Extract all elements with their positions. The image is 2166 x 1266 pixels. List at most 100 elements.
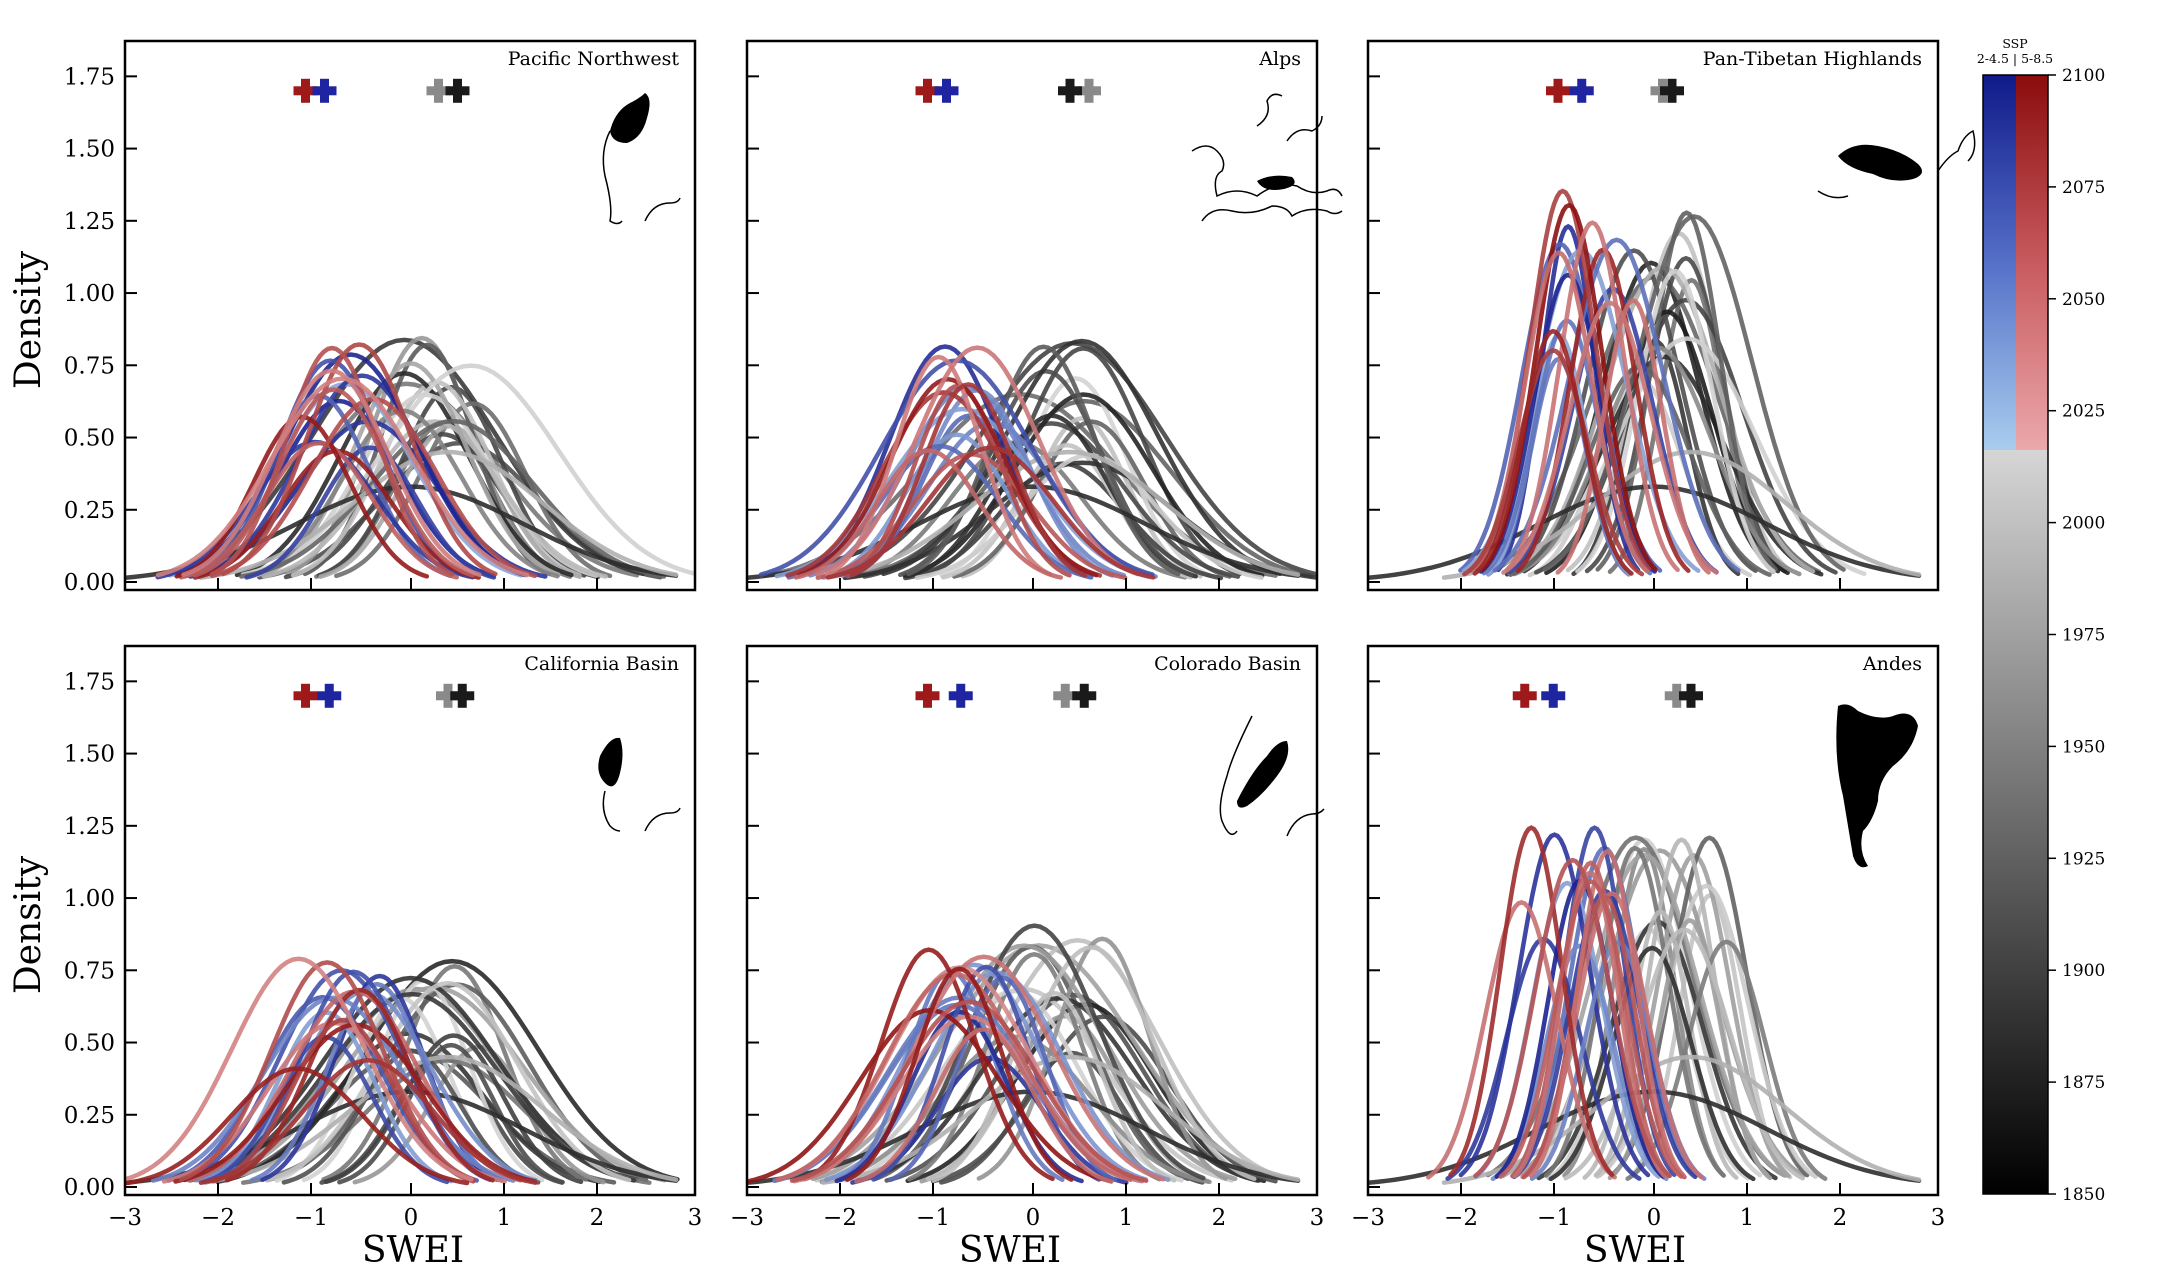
marker-historical-dark [450, 683, 475, 708]
xlabel-right: SWEI [1584, 1230, 1686, 1266]
marker-ssp245 [1569, 78, 1594, 103]
marker-historical-dark [1660, 78, 1684, 103]
ssp585-curve [1462, 348, 1645, 577]
y-tick-label: 1.75 [64, 669, 115, 695]
ylabel-top: Density [8, 250, 49, 389]
historical-curve [906, 344, 1181, 577]
ssp585-curve [178, 960, 476, 1182]
y-tick-label: 1.25 [64, 814, 115, 840]
colorbar-tick-label: 1875 [2062, 1073, 2105, 1093]
panel-title: Andes [1862, 653, 1922, 675]
x-tick-label: −2 [201, 1205, 235, 1231]
colorbar-tick-label: 1950 [2062, 737, 2105, 757]
marker-ssp585 [1546, 78, 1570, 103]
ssp585-curve [854, 1027, 1114, 1184]
ssp585-curve [1555, 298, 1711, 575]
ssp585-curve [224, 987, 495, 1183]
historical-curve [1582, 909, 1739, 1180]
ssp585-curve [802, 947, 1055, 1182]
ssp585-curve [802, 954, 1166, 1182]
marker-historical-dark [1679, 683, 1703, 708]
y-tick-label: 0.00 [64, 570, 115, 596]
colorbar-tick-label: 1900 [2062, 961, 2105, 981]
ssp585-curve [220, 342, 498, 577]
y-tick-label: 1.00 [64, 886, 115, 912]
colorbar-ssp585 [2016, 75, 2048, 450]
x-tick-label: −1 [294, 1205, 328, 1231]
marker-ssp245 [948, 683, 973, 708]
x-tick-label: −2 [823, 1205, 857, 1231]
plot-area [1368, 188, 1922, 581]
colorbar-tick-label: 1850 [2062, 1185, 2105, 1205]
ssp585-curve [1480, 202, 1658, 572]
ssp245-curve [821, 432, 1092, 580]
ssp585-curve [1501, 300, 1719, 575]
x-tick-label: 1 [497, 1205, 512, 1231]
marker-ssp245 [312, 78, 337, 103]
panel-title: Alps [1258, 48, 1301, 70]
marker-historical-light [426, 78, 451, 103]
x-tick-label: 0 [1647, 1205, 1662, 1231]
marker-historical-dark [1058, 78, 1082, 103]
pan-tibetan-map [1817, 129, 1976, 199]
panels-group: 0.00 0.25 0.50 0.75 1.00 1.25 1.50 1.75 Pacific … [64, 39, 1976, 1231]
ssp585-curve [1498, 878, 1684, 1179]
colorbar-historical [1983, 449, 2048, 1194]
x-tick-label: 3 [688, 1205, 703, 1231]
alps-map [1191, 93, 1343, 222]
ssp585-curve [844, 383, 1072, 578]
ssp585-curve [125, 1066, 470, 1186]
ylabel-bottom: Density [8, 855, 49, 994]
colorbar-tick-label: 2025 [2062, 402, 2105, 422]
colorbar: SSP 2-4.5 | 5-8.5 1850 1875 1900 1925 1950 19… [1977, 36, 2105, 1205]
xlabel-left: SWEI [362, 1230, 464, 1266]
historical-curve [240, 363, 695, 577]
historical-curve [862, 421, 1241, 579]
marker-historical-light [1077, 78, 1101, 103]
colorbar-tick-label: 2100 [2062, 66, 2105, 86]
colorbar-subtitle: 2-4.5 | 5-8.5 [1977, 51, 2053, 66]
historical-curve [820, 449, 1301, 580]
historical-curve [881, 338, 1283, 577]
ssp585-curve [789, 999, 1149, 1183]
historical-curve [810, 943, 1238, 1182]
x-tick-label: −3 [730, 1205, 764, 1231]
y-tick-label: 1.50 [64, 137, 115, 163]
colorbar-tick-label: 1975 [2062, 626, 2105, 646]
panel-title: Pacific Northwest [508, 48, 680, 70]
x-tick-label: 2 [1212, 1205, 1227, 1231]
y-tick-label: 0.25 [64, 498, 115, 524]
ssp585-curve [192, 387, 475, 578]
colorbar-tick-label: 2050 [2062, 290, 2105, 310]
ssp245-curve [244, 445, 497, 580]
y-tick-label: 0.00 [64, 1175, 115, 1201]
ssp585-curve [181, 368, 482, 578]
xlabel-middle: SWEI [959, 1230, 1061, 1266]
colorbar-tick-label: 1925 [2062, 849, 2105, 869]
axes-frame [745, 644, 1319, 1197]
ssp245-curve [1458, 832, 1651, 1178]
ssp585-curve [1473, 857, 1672, 1179]
plot-area [125, 956, 680, 1186]
marker-ssp585 [293, 78, 318, 103]
marker-ssp585 [293, 683, 318, 708]
historical-curve [234, 371, 574, 578]
marker-historical-dark [1072, 683, 1097, 708]
colorado-map [1219, 715, 1325, 837]
panel-title: Pan-Tibetan Highlands [1703, 48, 1922, 70]
panel-6: −3 −2 −1 0 1 2 3 Andes [1351, 644, 1945, 1231]
plot-area [747, 923, 1301, 1186]
andes-map [1836, 704, 1918, 868]
historical-curve [902, 392, 1265, 578]
y-tick-label: 0.25 [64, 1103, 115, 1129]
ssp585-curve [1504, 220, 1680, 573]
panel-2: Alps [745, 39, 1343, 592]
y-tick-label: 1.00 [64, 281, 115, 307]
marker-historical-dark [445, 78, 470, 103]
y-tick-label: 0.50 [64, 1031, 115, 1057]
ssp585-curve [178, 440, 459, 580]
y-tick-label: 0.75 [64, 353, 115, 379]
ssp585-curve [814, 345, 1141, 577]
ssp585-curve [1472, 328, 1634, 576]
ssp585-curve [793, 448, 1064, 580]
